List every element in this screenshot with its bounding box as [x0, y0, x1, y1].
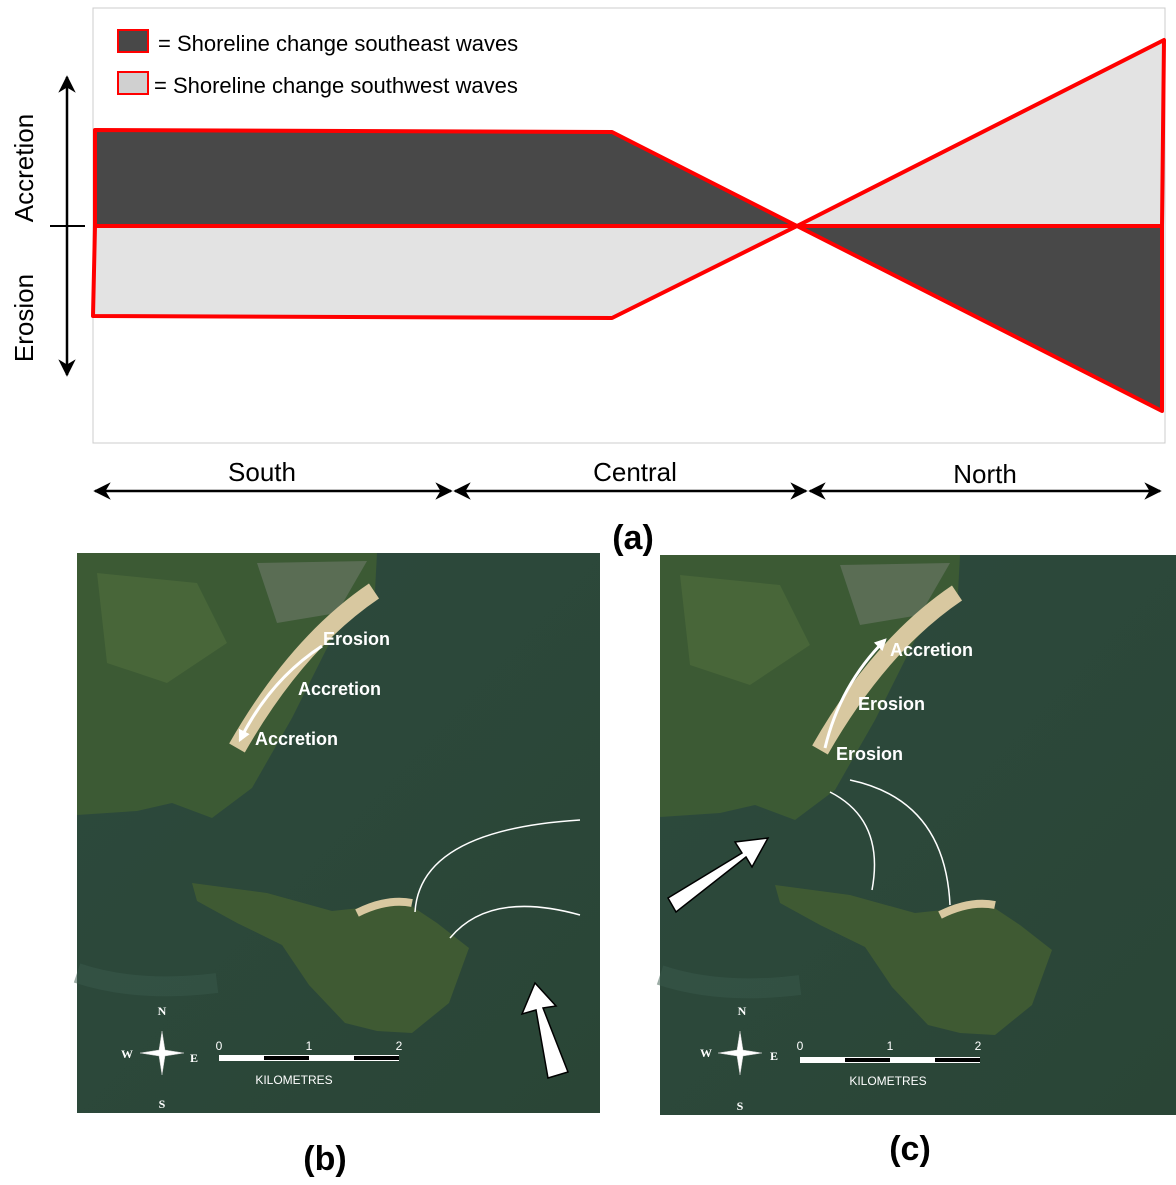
annotation: Accretion [255, 729, 338, 749]
scale-bar [800, 1057, 980, 1063]
scale-tick: 0 [797, 1039, 804, 1053]
compass-label: W [121, 1047, 133, 1061]
scale-tick: 1 [306, 1039, 313, 1053]
scale-bar [219, 1055, 399, 1061]
southeast-area [795, 224, 1164, 413]
wave-crest [414, 819, 581, 913]
drift-arrow [823, 638, 887, 749]
wave-direction [520, 981, 569, 1079]
panel-a: = Shoreline change southeast waves = Sho… [9, 7, 1166, 557]
compass-label: E [770, 1049, 778, 1063]
wave-crest [849, 779, 951, 906]
zone-label: North [953, 459, 1017, 489]
scale-tick: 0 [216, 1039, 223, 1053]
compass-label: N [158, 1004, 167, 1018]
aerial-map [660, 555, 1176, 1115]
southwest-area [91, 224, 799, 320]
legend-label: = Shoreline change southeast waves [158, 31, 518, 56]
legend-swatch [117, 29, 149, 53]
wave-direction [666, 837, 770, 914]
panel-b: Erosion Accretion Accretion N S E W 0 1 … [77, 553, 600, 1178]
annotation: Accretion [298, 679, 381, 699]
drift-arrow [238, 644, 323, 743]
annotation: Accretion [890, 640, 973, 660]
annotation: Erosion [323, 629, 390, 649]
scale-tick: 2 [396, 1039, 403, 1053]
compass-label: S [737, 1099, 744, 1113]
axis-label: Accretion [9, 114, 39, 222]
annotation: Erosion [858, 694, 925, 714]
scale-tick: 2 [975, 1039, 982, 1053]
scale-tick: 1 [887, 1039, 894, 1053]
zone-label: Central [593, 457, 677, 487]
panel-c: Accretion Erosion Erosion N S E W 0 1 2 … [660, 555, 1176, 1168]
panel-label: (b) [303, 1140, 346, 1178]
compass-label: N [738, 1004, 747, 1018]
axis-label: Erosion [9, 274, 39, 362]
legend-swatch [117, 71, 149, 95]
compass-label: W [700, 1046, 712, 1060]
panel-label: (c) [889, 1130, 931, 1168]
annotation: Erosion [836, 744, 903, 764]
wave-crest [829, 791, 876, 891]
zone-label: South [228, 457, 296, 487]
scale-unit: KILOMETRES [849, 1074, 926, 1088]
scale-unit: KILOMETRES [255, 1073, 332, 1087]
compass-label: S [159, 1097, 166, 1111]
panel-label: (a) [612, 519, 654, 557]
legend-label: = Shoreline change southwest waves [154, 73, 518, 98]
compass-label: E [190, 1051, 198, 1065]
wave-crest [449, 905, 581, 939]
